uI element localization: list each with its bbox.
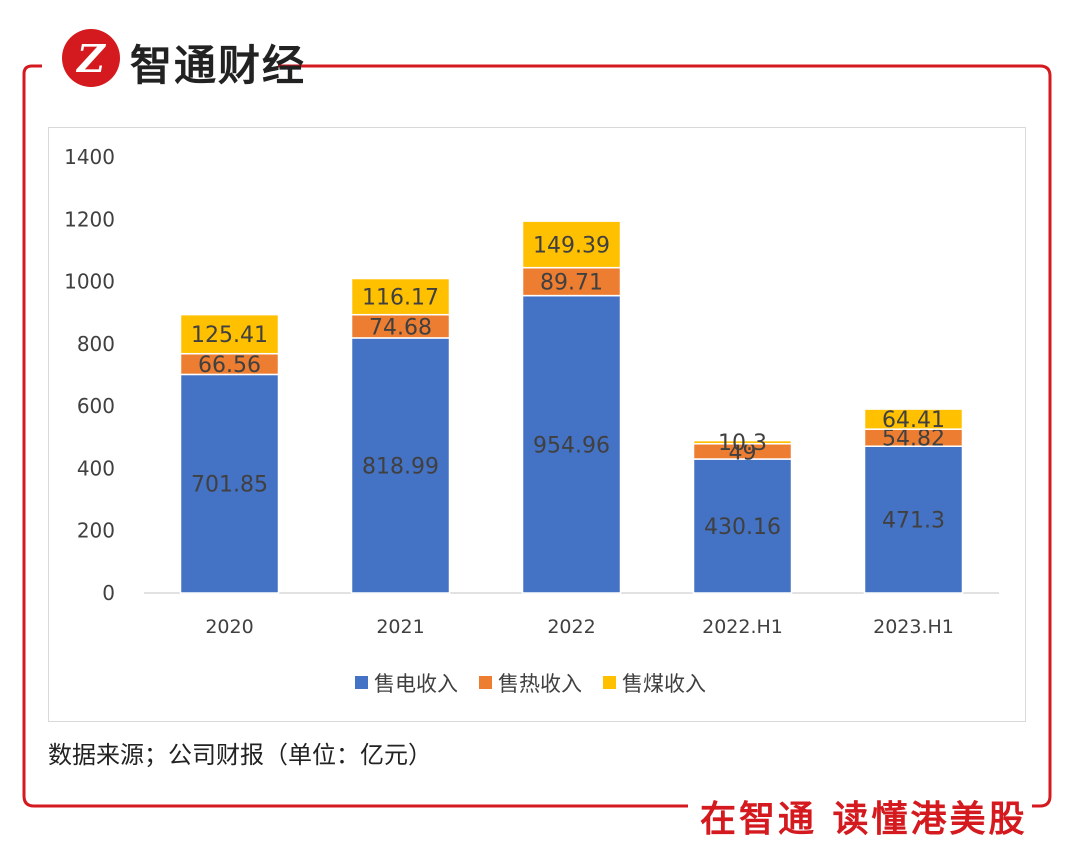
data-label: 430.16: [704, 515, 781, 540]
stacked-bar-chart: 0 200 400 600 800 1000 1200 1400 701.85 66.56 125.…: [64, 145, 999, 696]
data-label: 701.85: [191, 473, 268, 498]
legend-label: 售热收入: [498, 672, 582, 696]
y-tick-label: 200: [77, 519, 115, 543]
bar-segment: [350, 277, 451, 316]
data-label: 954.96: [533, 433, 610, 458]
data-label: 818.99: [362, 454, 439, 479]
data-label: 54.82: [882, 427, 945, 452]
bar-segment: [179, 313, 280, 355]
legend-swatch: [479, 676, 492, 689]
data-label: 125.41: [191, 323, 268, 348]
bar-segment: [692, 458, 793, 594]
bar-segment: [692, 439, 793, 445]
data-label: 471.3: [882, 509, 945, 534]
y-tick-label: 1200: [64, 207, 115, 231]
x-tick-label: 2022.H1: [702, 616, 783, 638]
bar-segment: [179, 373, 280, 594]
y-tick-label: 1400: [64, 145, 115, 169]
data-label: 89.71: [540, 271, 603, 296]
y-tick-label: 400: [77, 456, 115, 480]
y-tick-label: 0: [102, 581, 115, 605]
bar-segment: [350, 337, 451, 594]
legend-swatch: [355, 676, 368, 689]
x-tick-label: 2022: [547, 616, 595, 638]
data-label: 49: [729, 440, 757, 465]
y-tick-label: 1000: [64, 270, 115, 294]
brand-name: 智通财经: [130, 41, 307, 90]
data-label: 66.56: [198, 353, 261, 378]
data-label: 10.3: [718, 431, 767, 456]
slogan: 在智通 读懂港美股: [700, 799, 1028, 840]
legend-label: 售电收入: [374, 672, 458, 696]
data-label: 149.39: [533, 233, 610, 258]
data-label: 116.17: [362, 286, 439, 311]
chart-panel: 0 200 400 600 800 1000 1200 1400 701.85 66.56 125.…: [48, 127, 1026, 722]
x-tick-label: 2023.H1: [873, 616, 954, 638]
source-note: 数据来源；公司财报（单位：亿元）: [48, 741, 432, 769]
bar-segment: [863, 445, 964, 594]
legend-swatch: [603, 676, 616, 689]
bar-segment: [521, 220, 622, 269]
y-tick-label: 800: [77, 332, 115, 356]
legend-label: 售煤收入: [622, 672, 706, 696]
zhitong-logo-icon: Z: [62, 29, 120, 87]
logo-glyph: Z: [75, 36, 106, 81]
x-tick-label: 2020: [205, 616, 253, 638]
bar-segment: [521, 294, 622, 594]
x-tick-label: 2021: [376, 616, 424, 638]
bar-segment: [521, 266, 622, 297]
data-label: 74.68: [369, 315, 432, 340]
bar-segment: [863, 408, 964, 430]
y-tick-label: 600: [77, 394, 115, 418]
data-label: 64.41: [882, 408, 945, 433]
